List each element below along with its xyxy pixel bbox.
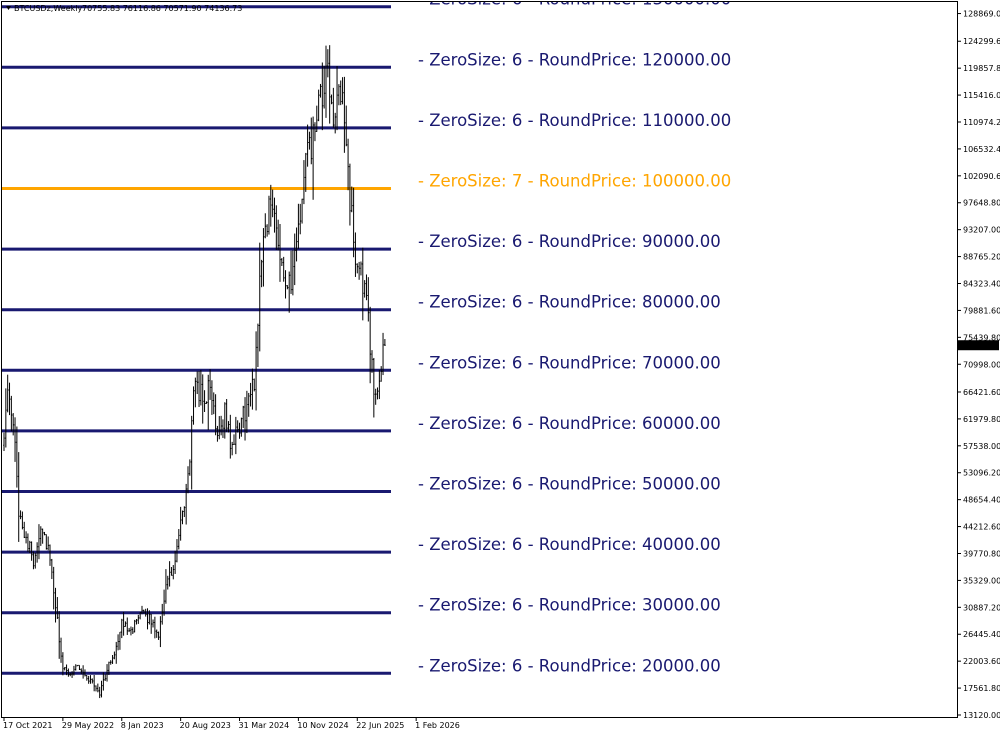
- price-tick-label: 115416.00: [963, 91, 1000, 100]
- price-tick-label: 70998.00: [963, 360, 1000, 369]
- level-label: - ZeroSize: 6 - RoundPrice: 130000.00: [418, 0, 731, 9]
- level-label: - ZeroSize: 6 - RoundPrice: 20000.00: [418, 656, 721, 675]
- level-label: - ZeroSize: 6 - RoundPrice: 90000.00: [418, 232, 721, 251]
- symbol-label: BTCUSDz,Weekly: [14, 4, 82, 13]
- price-tick-label: 93207.00: [963, 226, 1000, 235]
- time-tick-label: 20 Aug 2023: [180, 721, 231, 730]
- price-tick-label: 30887.20: [963, 603, 1000, 612]
- symbol-dropdown-icon[interactable]: [6, 6, 11, 10]
- level-labels: - ZeroSize: 6 - RoundPrice: 130000.00 - Z…: [418, 0, 731, 734]
- ohlc-readout: 70755.83 76116.86 70571.90 74136.73: [82, 4, 242, 13]
- candlestick-series[interactable]: [3, 45, 386, 699]
- chart-header: BTCUSDz,Weekly 70755.83 76116.86 70571.9…: [6, 4, 242, 13]
- price-tick-label: 61979.80: [963, 415, 1000, 424]
- price-tick-label: 26445.40: [963, 630, 1000, 639]
- current-price-tag: 74136.73: [958, 340, 999, 351]
- time-axis[interactable]: 17 Oct 2021 29 May 2022 8 Jan 2023 20 Aug 2…: [3, 717, 460, 730]
- price-tick-label: 66421.60: [963, 388, 1000, 397]
- plot-border: [1, 1, 958, 718]
- time-tick-label: 29 May 2022: [62, 721, 114, 730]
- price-tick-label: 48654.40: [963, 496, 1000, 505]
- price-tag-box: [958, 340, 999, 351]
- price-tick-label: 17561.80: [963, 684, 1000, 693]
- price-tick-label: 97648.80: [963, 199, 1000, 208]
- time-tick-label: 1 Feb 2026: [415, 721, 460, 730]
- price-tick-label: 57538.00: [963, 442, 1000, 451]
- level-label: - ZeroSize: 6 - RoundPrice: 110000.00: [418, 111, 731, 130]
- price-tick-label: 35329.00: [963, 576, 1000, 585]
- price-tick-label: 124299.60: [963, 37, 1000, 46]
- level-label: - ZeroSize: 6 - RoundPrice: 70000.00: [418, 353, 721, 372]
- level-label: - ZeroSize: 6 - RoundPrice: 30000.00: [418, 596, 721, 615]
- time-tick-label: 31 Mar 2024: [239, 721, 290, 730]
- price-tick-label: 22003.60: [963, 657, 1000, 666]
- level-label: - ZeroSize: 6 - RoundPrice: 120000.00: [418, 50, 731, 69]
- time-tick-label: 17 Oct 2021: [3, 721, 52, 730]
- plot-frame: [1, 1, 958, 718]
- level-label: - ZeroSize: 6 - RoundPrice: 60000.00: [418, 414, 721, 433]
- price-tick-label: 53096.20: [963, 469, 1000, 478]
- level-label: - ZeroSize: 6 - RoundPrice: 50000.00: [418, 475, 721, 494]
- price-tick-label: 110974.20: [963, 118, 1000, 127]
- time-tick-label: 10 Nov 2024: [297, 721, 348, 730]
- price-tick-label: 75439.80: [963, 333, 1000, 342]
- price-tick-label: 84323.40: [963, 280, 1000, 289]
- level-label: - ZeroSize: 6 - RoundPrice: 80000.00: [418, 293, 721, 312]
- price-tick-label: 119857.80: [963, 64, 1000, 73]
- price-tick-label: 79881.60: [963, 306, 1000, 315]
- round-price-levels: [2, 5, 391, 675]
- level-label: - ZeroSize: 7 - RoundPrice: 100000.00: [418, 172, 731, 191]
- price-tick-label: 44212.60: [963, 523, 1000, 532]
- level-label: - ZeroSize: 6 - RoundPrice: 40000.00: [418, 535, 721, 554]
- price-tick-label: 39770.80: [963, 549, 1000, 558]
- time-tick-label: 8 Jan 2023: [121, 721, 164, 730]
- level-label: - ZeroSize: 6 - RoundPrice: 10000.00: [418, 717, 721, 734]
- price-axis[interactable]: 128869.00 124299.60 119857.80 115416.00 1109…: [957, 10, 1000, 720]
- price-tick-label: 128869.00: [963, 10, 1000, 19]
- price-tick-label: 88765.20: [963, 253, 1000, 262]
- price-tick-label: 13120.00: [963, 711, 1000, 720]
- price-tick-label: 102090.60: [963, 172, 1000, 181]
- price-tag-value: 74136.73: [960, 341, 998, 350]
- price-tick-label: 106532.40: [963, 145, 1000, 154]
- time-tick-label: 22 Jun 2025: [356, 721, 404, 730]
